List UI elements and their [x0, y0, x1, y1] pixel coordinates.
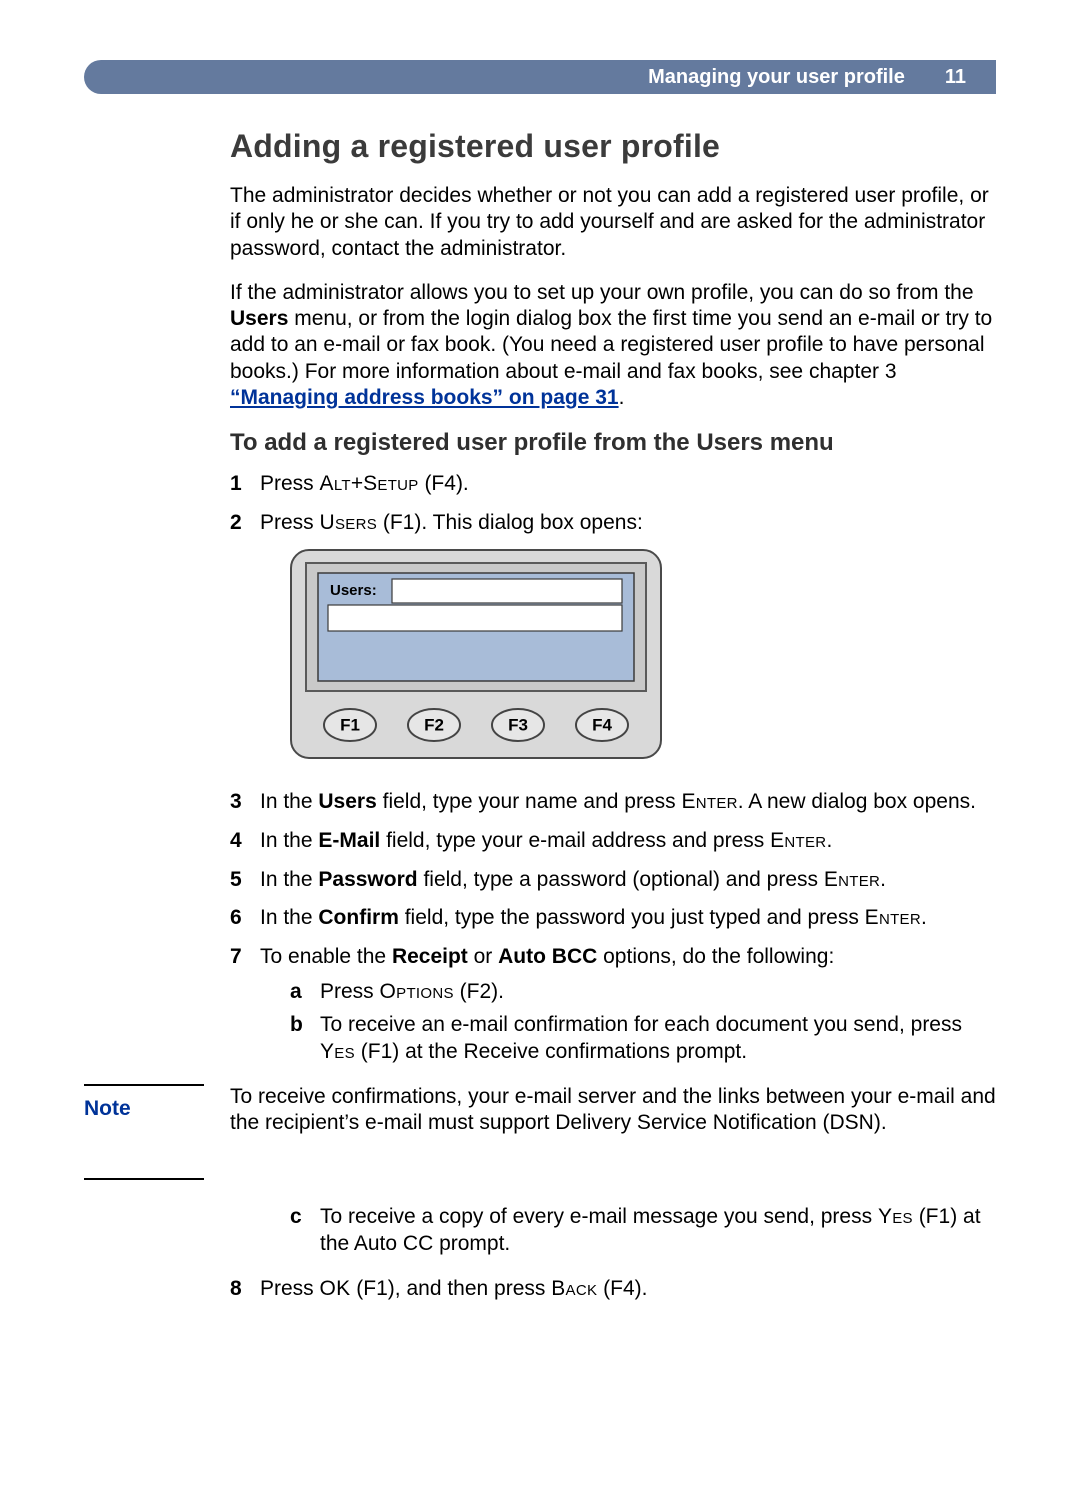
svg-text:F4: F4	[592, 715, 612, 734]
field-password: Password	[318, 868, 417, 891]
header-title: Managing your user profile	[648, 66, 905, 89]
fkey-f1: F1	[324, 709, 376, 741]
fkey-f2: F2	[408, 709, 460, 741]
keycap-enter: Enter	[681, 790, 737, 813]
field-email: E-Mail	[318, 829, 380, 852]
keycap-enter: Enter	[824, 868, 880, 891]
field-confirm: Confirm	[318, 906, 399, 929]
step-text: Press Users (F1). This dialog box opens:…	[260, 510, 996, 777]
device-screen-label: Users:	[330, 582, 377, 599]
svg-text:F2: F2	[424, 715, 444, 734]
opt-receipt: Receipt	[392, 945, 468, 968]
step-text: In the Users field, type your name and p…	[260, 789, 996, 816]
note-label-column: Note	[84, 1084, 230, 1180]
keycap-back: Back	[551, 1277, 597, 1300]
svg-text:F1: F1	[340, 715, 360, 734]
substep-letter: c	[290, 1204, 320, 1258]
keycap-yes: Yes	[320, 1040, 355, 1063]
header-page-number: 11	[945, 66, 966, 89]
field-users: Users	[318, 790, 376, 813]
body-column: Adding a registered user profile The adm…	[230, 128, 996, 1072]
document-page: Managing your user profile 11 Adding a r…	[0, 0, 1080, 1375]
step-2: 2 Press Users (F1). This dialog box open…	[230, 510, 996, 777]
intro-paragraph-1: The administrator decides whether or not…	[230, 183, 996, 262]
opt-autobcc: Auto BCC	[498, 945, 597, 968]
note-label: Note	[84, 1084, 204, 1180]
keycap-users: Users	[320, 511, 378, 534]
users-bold: Users	[230, 307, 288, 330]
body-column-continued: c To receive a copy of every e-mail mess…	[230, 1196, 996, 1303]
text: .	[619, 386, 625, 409]
step-1: 1 Press Alt+Setup (F4).	[230, 471, 996, 498]
substep-letter: b	[290, 1012, 320, 1066]
substep-c: c To receive a copy of every e-mail mess…	[290, 1204, 996, 1258]
step-text: To enable the Receipt or Auto BCC option…	[260, 944, 996, 1072]
substeps-continued: c To receive a copy of every e-mail mess…	[290, 1204, 996, 1258]
step-number: 4	[230, 828, 260, 855]
substeps: a Press Options (F2). b To receive an e-…	[290, 979, 996, 1066]
keycap-enter: Enter	[865, 906, 921, 929]
text: menu, or from the login dialog box the f…	[230, 307, 992, 383]
keycap-yes: Yes	[878, 1205, 913, 1228]
svg-text:F3: F3	[508, 715, 528, 734]
fkey-f3: F3	[492, 709, 544, 741]
keycap-enter: Enter	[770, 829, 826, 852]
step-4: 4 In the E-Mail field, type your e-mail …	[230, 828, 996, 855]
substep-a: a Press Options (F2).	[290, 979, 996, 1006]
step-6: 6 In the Confirm field, type the passwor…	[230, 905, 996, 932]
section-heading: Adding a registered user profile	[230, 128, 996, 165]
fkey-f4: F4	[576, 709, 628, 741]
steps-list: 1 Press Alt+Setup (F4). 2 Press Users (F…	[230, 471, 996, 1072]
step-7-continued: c To receive a copy of every e-mail mess…	[230, 1196, 996, 1264]
step-number: 6	[230, 905, 260, 932]
keycap-alt: Alt	[320, 472, 351, 495]
note-block: Note To receive confirmations, your e-ma…	[84, 1084, 996, 1180]
intro-paragraph-2: If the administrator allows you to set u…	[230, 280, 996, 411]
step-number: 5	[230, 867, 260, 894]
steps-list-continued: c To receive a copy of every e-mail mess…	[230, 1196, 996, 1303]
step-number: 1	[230, 471, 260, 498]
step-number: 3	[230, 789, 260, 816]
device-field-1	[392, 579, 622, 603]
step-number: 8	[230, 1276, 260, 1303]
text: If the administrator allows you to set u…	[230, 281, 974, 304]
step-text: In the E-Mail field, type your e-mail ad…	[260, 828, 996, 855]
step-text: In the Password field, type a password (…	[260, 867, 996, 894]
note-text: To receive confirmations, your e-mail se…	[230, 1084, 996, 1180]
page-header-bar: Managing your user profile 11	[84, 60, 996, 94]
step-8: 8 Press OK (F1), and then press Back (F4…	[230, 1276, 996, 1303]
device-field-2	[328, 605, 622, 631]
device-diagram: Users: F1 F2 F3 F4	[290, 549, 996, 759]
keycap-options: Options	[380, 980, 454, 1003]
substep-b: b To receive an e-mail confirmation for …	[290, 1012, 996, 1066]
step-3: 3 In the Users field, type your name and…	[230, 789, 996, 816]
subsection-heading: To add a registered user profile from th…	[230, 429, 996, 457]
device-svg: Users: F1 F2 F3 F4	[290, 549, 662, 759]
step-number: 7	[230, 944, 260, 1072]
step-number: 2	[230, 510, 260, 777]
substep-letter: a	[290, 979, 320, 1006]
step-text: Press OK (F1), and then press Back (F4).	[260, 1276, 996, 1303]
step-text: In the Confirm field, type the password …	[260, 905, 996, 932]
step-7: 7 To enable the Receipt or Auto BCC opti…	[230, 944, 996, 1072]
step-text: Press Alt+Setup (F4).	[260, 471, 996, 498]
keycap-ok: OK	[320, 1277, 351, 1300]
step-5: 5 In the Password field, type a password…	[230, 867, 996, 894]
crossref-link[interactable]: “Managing address books” on page 31	[230, 386, 619, 409]
keycap-setup: Setup	[363, 472, 419, 495]
